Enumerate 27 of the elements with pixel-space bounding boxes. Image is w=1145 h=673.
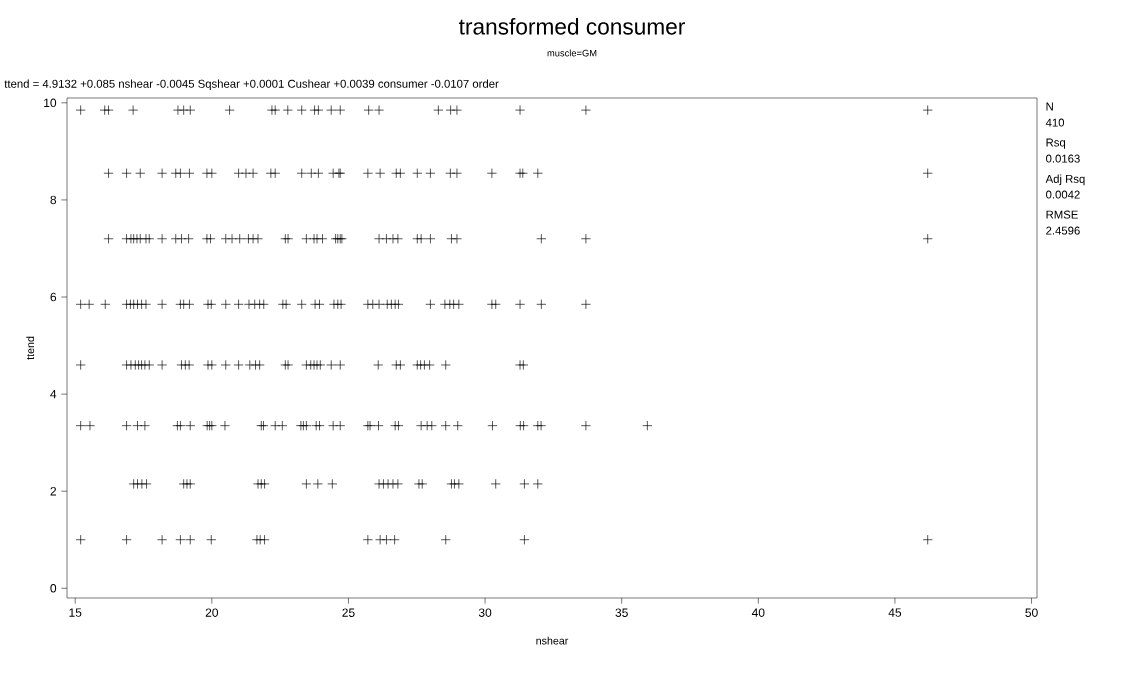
x-axis-title: nshear [536,636,569,645]
chart-subtitle: muscle=GM [547,49,597,57]
text: 0.0163 [1046,154,1080,163]
text: 410 [1045,118,1065,127]
x-tick-label: 45 [888,608,902,617]
x-tick-label: 30 [478,608,492,617]
text: RMSE [1046,210,1078,219]
y-tick-label: 4 [50,389,57,399]
text: Rsq [1046,138,1066,149]
x-tick-label: 35 [615,608,628,617]
y-tick-label: 8 [50,195,57,205]
text: Adj Rsq [1045,174,1085,186]
text: N [1046,102,1053,111]
x-tick-label: 15 [69,608,82,617]
y-tick-label: 6 [50,292,57,302]
x-tick-label: 40 [751,608,765,617]
text: 0.0042 [1046,190,1080,199]
y-tick-label: 0 [50,584,57,593]
text: ttend = 4.9132 +0.085 nshear -0.0045 Sqshear +0.0001 Cushear +0.0039 consumer -0.0107 order [4,79,499,91]
y-tick-label: 2 [50,487,56,496]
x-tick-label: 50 [1025,608,1038,617]
y-axis-title: ttend [26,336,35,360]
chart-title: transformed consumer [458,18,685,35]
text: 2.4596 [1046,226,1080,235]
y-tick-label: 10 [44,98,57,108]
x-tick-label: 20 [205,608,219,617]
x-tick-label: 25 [342,608,355,617]
